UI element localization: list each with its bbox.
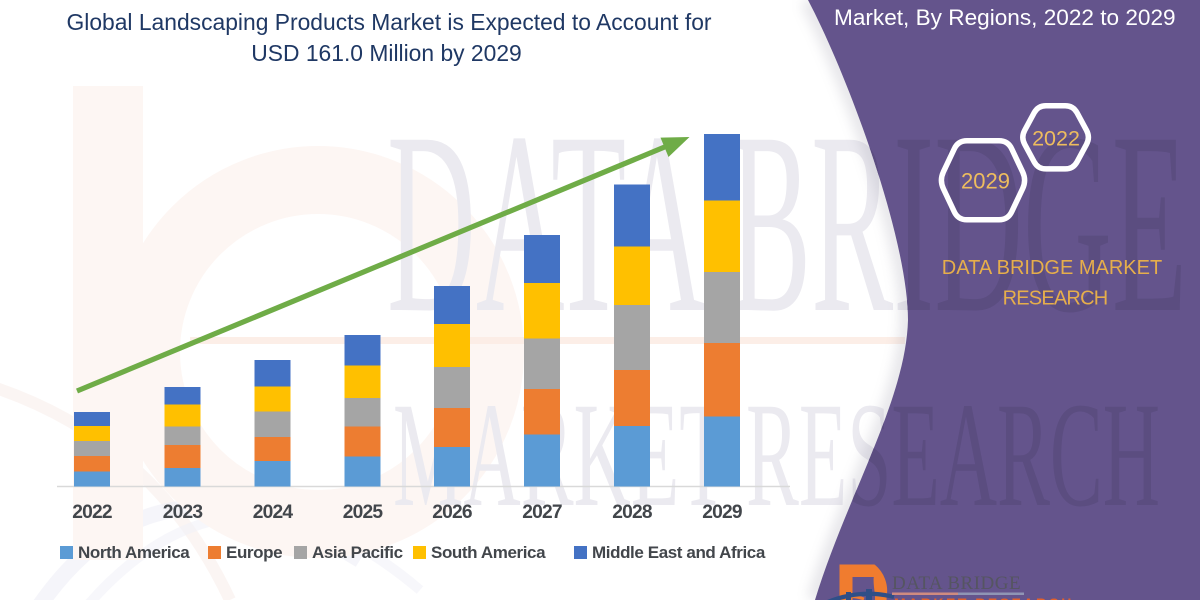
svg-text:MARKET RESEARCH: MARKET RESEARCH bbox=[894, 595, 1074, 600]
svg-text:North America: North America bbox=[78, 543, 190, 562]
svg-text:2029: 2029 bbox=[961, 169, 1010, 194]
svg-text:2023: 2023 bbox=[163, 502, 203, 523]
svg-text:Global Landscaping Products Ma: Global Landscaping Products Market is Ex… bbox=[66, 9, 711, 35]
svg-text:DATA BRIDGE MARKET: DATA BRIDGE MARKET bbox=[942, 257, 1162, 279]
svg-text:South America: South America bbox=[431, 543, 546, 562]
svg-text:2022: 2022 bbox=[72, 502, 112, 523]
svg-text:2024: 2024 bbox=[253, 502, 294, 523]
svg-text:2027: 2027 bbox=[522, 502, 562, 523]
svg-text:2025: 2025 bbox=[343, 502, 384, 523]
svg-text:2028: 2028 bbox=[612, 502, 653, 523]
svg-text:2029: 2029 bbox=[702, 502, 742, 523]
svg-text:Asia Pacific: Asia Pacific bbox=[312, 543, 403, 562]
svg-text:Europe: Europe bbox=[226, 543, 282, 562]
svg-text:Middle East and Africa: Middle East and Africa bbox=[592, 543, 766, 562]
svg-text:Market, By Regions, 2022 to 20: Market, By Regions, 2022 to 2029 bbox=[834, 5, 1176, 30]
svg-text:USD 161.0 Million by 2029: USD 161.0 Million by 2029 bbox=[251, 40, 521, 66]
svg-text:2026: 2026 bbox=[432, 502, 472, 523]
svg-text:DATA BRIDGE: DATA BRIDGE bbox=[892, 573, 1021, 594]
svg-text:2022: 2022 bbox=[1032, 126, 1080, 150]
svg-text:RESEARCH: RESEARCH bbox=[1003, 288, 1108, 310]
